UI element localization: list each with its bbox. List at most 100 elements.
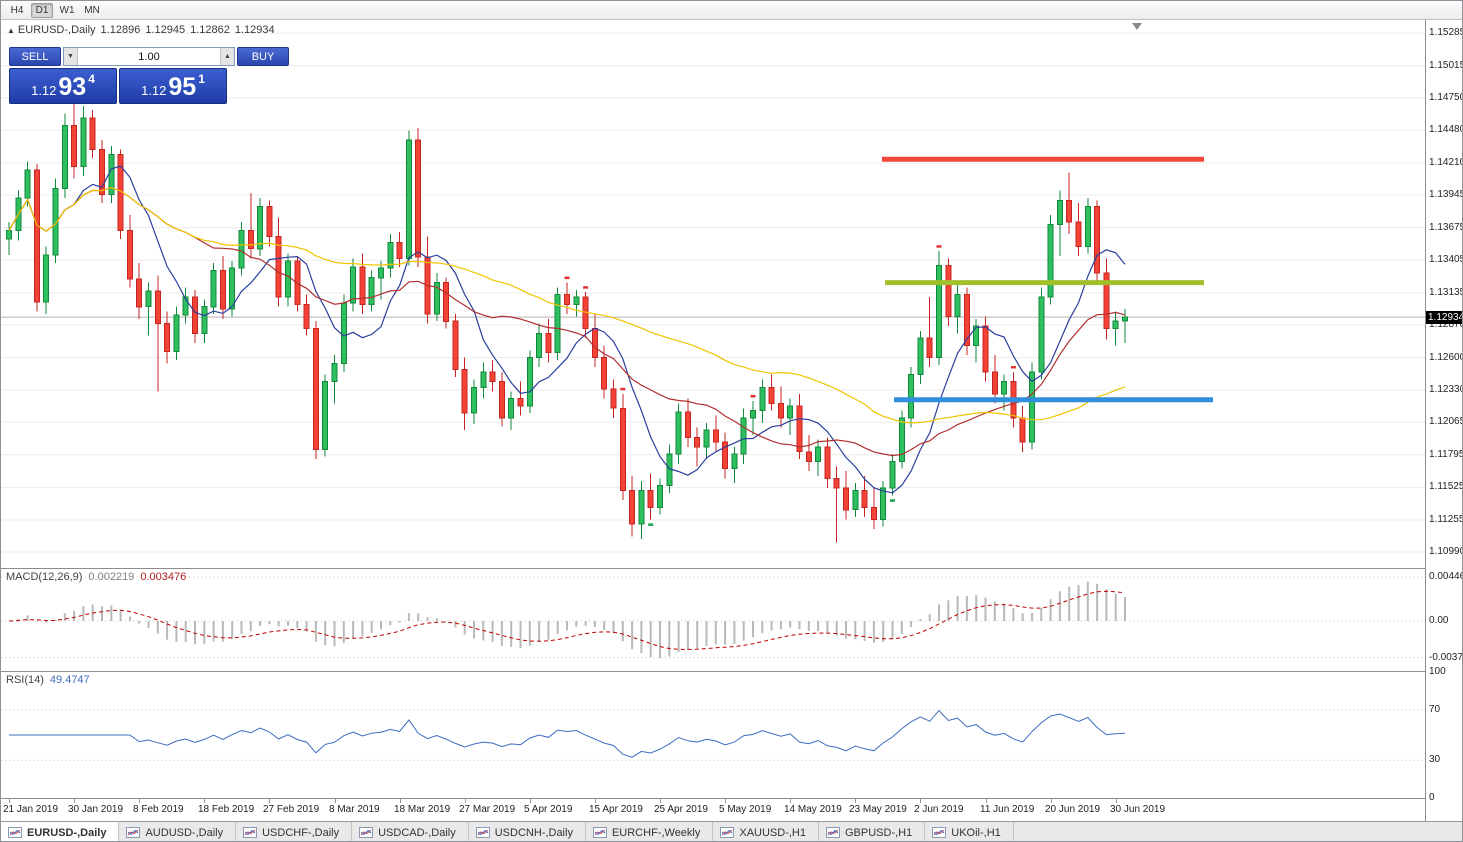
rsi-name: RSI(14): [6, 674, 44, 686]
price-axis-label: 1.12330: [1429, 384, 1463, 396]
price-chart-panel[interactable]: ▲ EURUSD-,Daily 1.12896 1.12945 1.12862 1.129…: [1, 20, 1425, 568]
moving-average-8: [8, 165, 1126, 494]
volume-increase-icon[interactable]: ▲: [220, 48, 234, 65]
time-axis-label: 15 Apr 2019: [589, 804, 643, 815]
macd-signal-line: [8, 590, 1126, 650]
macd-panel[interactable]: MACD(12,26,9) 0.002219 0.003476: [1, 569, 1425, 671]
chart-tab-xauusd-h1[interactable]: XAUUSD-,H1: [713, 822, 819, 841]
chart-tab-icon: [720, 827, 735, 838]
rsi-axis-label: 30: [1429, 754, 1441, 766]
time-axis-label: 27 Feb 2019: [263, 804, 320, 815]
time-axis-label: 27 Mar 2019: [459, 804, 516, 815]
macd-canvas[interactable]: [1, 569, 1425, 671]
high-value: 1.12945: [145, 24, 186, 36]
chart-tab-usdchf-daily[interactable]: USDCHF-,Daily: [236, 822, 353, 841]
chart-tab-label: XAUUSD-,H1: [739, 826, 806, 839]
time-axis-tick: [790, 799, 791, 803]
chart-tab-icon: [826, 827, 840, 838]
price-axis-label: 1.15285: [1429, 27, 1463, 39]
time-axis-label: 2 Jun 2019: [914, 804, 964, 815]
period-button-d1[interactable]: D1: [31, 2, 53, 18]
time-axis-label: 8 Feb 2019: [133, 804, 184, 815]
time-axis-tick: [530, 799, 531, 803]
time-axis-label: 23 May 2019: [849, 804, 907, 815]
macd-name: MACD(12,26,9): [6, 571, 83, 583]
time-axis[interactable]: 21 Jan 2019 30 Jan 2019 8 Feb 2019 18 Feb 2…: [1, 799, 1425, 821]
period-button-w1[interactable]: W1: [56, 3, 78, 18]
chart-tab-icon: [592, 827, 607, 838]
panel-splitter-macd[interactable]: [1, 568, 1462, 569]
volume-input[interactable]: [78, 48, 220, 65]
price-axis-label: 1.13945: [1429, 188, 1463, 200]
chart-tab-audusd-daily[interactable]: AUDUSD-,Daily: [119, 822, 237, 841]
time-axis-label: 30 Jan 2019: [68, 804, 124, 815]
macd-signal-value: 0.003476: [140, 571, 187, 583]
chart-tab-usdcad-daily[interactable]: USDCAD-,Daily: [352, 822, 469, 841]
volume-decrease-icon[interactable]: ▼: [64, 48, 78, 65]
rsi-canvas[interactable]: [1, 672, 1425, 798]
chart-tab-eurchf-weekly[interactable]: EURCHF-,Weekly: [585, 822, 714, 841]
time-axis-label: 30 Jun 2019: [1110, 804, 1166, 815]
buy-price-big: 95: [168, 73, 197, 101]
time-axis-tick: [74, 799, 75, 803]
rsi-axis-label: 70: [1429, 703, 1441, 715]
fractal-up-marker: [936, 245, 942, 248]
chart-tab-label: USDCNH-,Daily: [494, 826, 573, 839]
collapse-trade-panel-icon[interactable]: ▲: [7, 26, 15, 35]
rsi-label: RSI(14) 49.4747: [6, 674, 90, 686]
period-button-h4[interactable]: H4: [6, 3, 28, 18]
low-value: 1.12862: [190, 24, 230, 36]
time-axis-tick: [400, 799, 401, 803]
price-axis-label: 1.11525: [1429, 481, 1463, 493]
time-axis-tick: [986, 799, 987, 803]
chart-tab-label: USDCAD-,Daily: [378, 826, 456, 839]
price-axis-label: 1.14750: [1429, 91, 1463, 103]
chart-tab-gbpusd-h1[interactable]: GBPUSD-,H1: [819, 822, 926, 841]
fractal-up-marker: [583, 286, 589, 289]
chart-shift-marker[interactable]: [1132, 23, 1142, 30]
fractal-up-marker: [750, 395, 756, 398]
chart-tab-icon: [359, 827, 374, 838]
time-axis-label: 25 Apr 2019: [654, 804, 708, 815]
time-axis-tick: [204, 799, 205, 803]
time-axis-tick: [465, 799, 466, 803]
buy-button[interactable]: BUY: [237, 47, 289, 66]
price-axis-label: 1.10990: [1429, 546, 1463, 558]
fractal-down-marker: [648, 523, 654, 526]
period-button-mn[interactable]: MN: [81, 3, 103, 18]
time-axis-label: 8 Mar 2019: [329, 804, 380, 815]
buy-price-pip: 1: [198, 72, 205, 86]
buy-price-button[interactable]: 1.12 95 1: [119, 68, 227, 104]
time-axis-tick: [595, 799, 596, 803]
price-axis-label: 1.15015: [1429, 59, 1463, 71]
chart-tab-eurusd-daily[interactable]: EURUSD-,Daily: [1, 822, 120, 841]
price-chart-canvas[interactable]: [1, 20, 1425, 568]
price-axis-label: 1.12065: [1429, 416, 1463, 428]
panel-splitter-rsi[interactable]: [1, 671, 1462, 672]
time-axis-tick: [1051, 799, 1052, 803]
macd-axis-label: 0.00: [1429, 615, 1449, 626]
macd-axis-label: -0.003715: [1429, 651, 1463, 663]
rsi-panel[interactable]: RSI(14) 49.4747: [1, 672, 1425, 798]
chart-tab-usdcnh-daily[interactable]: USDCNH-,Daily: [468, 822, 586, 841]
rsi-axis-label: 100: [1429, 666, 1446, 677]
price-axis-label: 1.12600: [1429, 351, 1463, 363]
period-toolbar: H4 D1 W1 MN: [1, 1, 1462, 20]
fractal-up-marker: [564, 276, 570, 280]
current-price-tag: 1.12934: [1426, 311, 1463, 324]
chart-tab-icon: [8, 827, 22, 838]
open-value: 1.12896: [100, 24, 141, 36]
price-axis-label: 1.13675: [1429, 221, 1463, 233]
chart-tabbar: EURUSD-,Daily AUDUSD-,Daily USDCHF-,Daily U…: [1, 821, 1462, 841]
sell-button[interactable]: SELL: [9, 47, 61, 66]
rsi-value: 49.4747: [49, 674, 90, 686]
moving-average-50: [8, 187, 1126, 424]
chart-tab-label: USDCHF-,Daily: [262, 826, 340, 839]
sell-price-button[interactable]: 1.12 93 4: [9, 68, 117, 104]
chart-tab-ukoil-h1[interactable]: UKOil-,H1: [925, 822, 1014, 841]
chart-ohlc-header: ▲ EURUSD-,Daily 1.12896 1.12945 1.12862 1.129…: [7, 24, 275, 36]
price-scale[interactable]: 1.15285 1.15015 1.14750 1.14480 1.14210 1.139…: [1425, 20, 1463, 821]
time-axis-tick: [9, 799, 10, 803]
price-axis-label: 1.11255: [1429, 514, 1463, 526]
